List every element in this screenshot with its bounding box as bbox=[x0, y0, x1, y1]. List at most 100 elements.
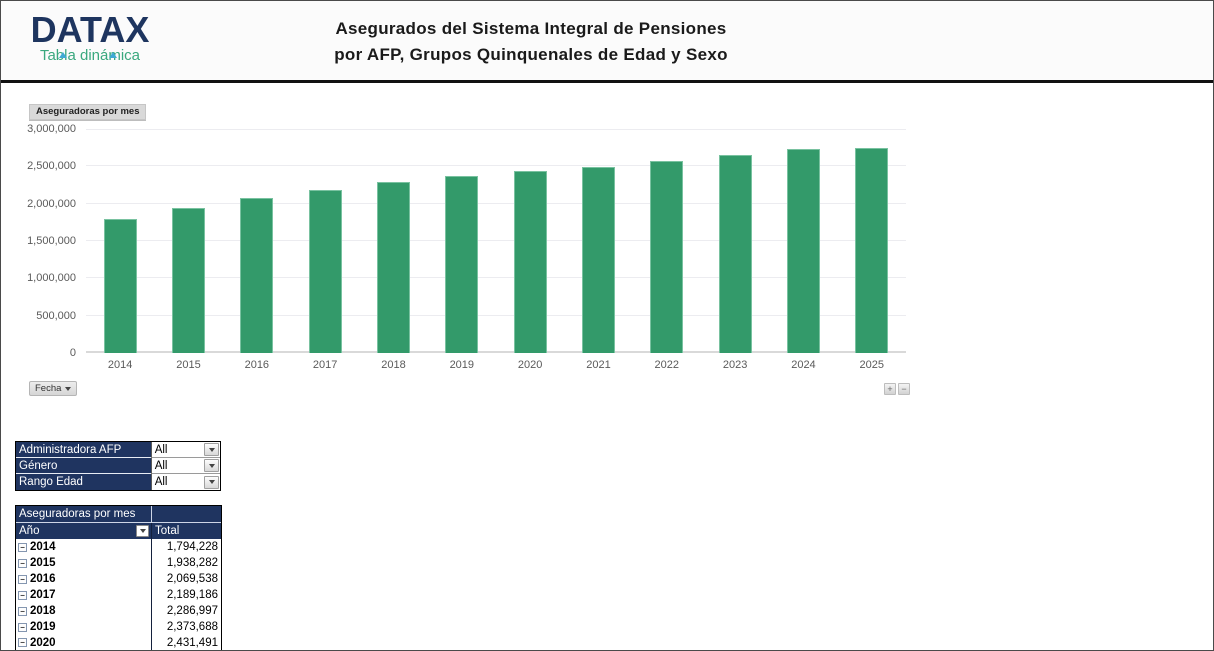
chart-bar-2018[interactable] bbox=[376, 182, 410, 353]
filter-dropdown-button[interactable] bbox=[204, 443, 219, 456]
bar-column: 2022 bbox=[633, 129, 701, 371]
year-cell[interactable]: 2017 bbox=[16, 587, 152, 603]
filter-selected-value: All bbox=[154, 476, 168, 488]
filter-value-cell[interactable]: All bbox=[150, 458, 220, 474]
chart-bar-2014[interactable] bbox=[103, 219, 137, 353]
dropdown-arrow-icon bbox=[139, 529, 146, 533]
y-axis-tick: 3,000,000 bbox=[27, 123, 76, 135]
logo-subtitle: Tabla dinámica bbox=[39, 47, 141, 64]
year-label: 2020 bbox=[30, 636, 56, 649]
y-axis-tick: 1,000,000 bbox=[27, 272, 76, 284]
bar-column: 2025 bbox=[838, 129, 906, 371]
bar-series: 2014 2015 2016 2017 2018 2019 bbox=[86, 129, 906, 371]
chart-bar-2016[interactable] bbox=[240, 198, 274, 353]
x-axis-label: 2023 bbox=[722, 359, 748, 371]
pivot-value-header: Total bbox=[155, 525, 180, 537]
y-axis-tick: 2,500,000 bbox=[27, 160, 76, 172]
total-cell[interactable]: 2,431,491 bbox=[166, 637, 218, 649]
collapse-field-button[interactable]: − bbox=[898, 383, 910, 395]
x-axis-label: 2025 bbox=[859, 359, 885, 371]
year-cell[interactable]: 2018 bbox=[16, 603, 152, 619]
chart-field-button[interactable]: Aseguradoras por mes bbox=[29, 104, 147, 120]
y-axis-tick: 0 bbox=[69, 347, 76, 359]
year-cell[interactable]: 2015 bbox=[16, 555, 152, 571]
year-label: 2016 bbox=[30, 573, 56, 585]
pivot-title: Aseguradoras por mes bbox=[16, 506, 152, 522]
chart-bar-2019[interactable] bbox=[445, 176, 479, 353]
gridline bbox=[86, 277, 906, 278]
logo-triangle-icon bbox=[109, 52, 117, 58]
y-axis-tick: 1,500,000 bbox=[27, 235, 76, 247]
filter-row: Género All bbox=[16, 458, 220, 474]
filter-row: Rango Edad All bbox=[16, 474, 220, 490]
chart-bar-2017[interactable] bbox=[308, 190, 342, 353]
x-axis-line bbox=[86, 351, 906, 353]
year-cell[interactable]: 2020 bbox=[16, 635, 152, 650]
collapse-minus-icon[interactable] bbox=[18, 590, 27, 600]
collapse-minus-icon[interactable] bbox=[18, 606, 27, 616]
total-cell[interactable]: 1,794,228 bbox=[166, 541, 218, 553]
total-cell[interactable]: 2,286,997 bbox=[166, 605, 218, 617]
chart-bar-2022[interactable] bbox=[650, 161, 684, 353]
filter-dropdown-button[interactable] bbox=[204, 475, 219, 489]
x-axis-label: 2014 bbox=[107, 359, 133, 371]
chart-bar-2015[interactable] bbox=[171, 208, 205, 353]
gridline bbox=[86, 165, 906, 166]
dropdown-arrow-icon bbox=[208, 463, 215, 468]
chart-bar-2025[interactable] bbox=[855, 148, 889, 353]
filter-row: Administradora AFP All bbox=[16, 442, 220, 458]
filter-dropdown-button[interactable] bbox=[204, 459, 219, 472]
filter-value-cell[interactable]: All bbox=[150, 474, 220, 490]
x-axis-label: 2021 bbox=[586, 359, 611, 371]
bar-column: 2024 bbox=[769, 129, 837, 371]
axis-field-button-fecha[interactable]: Fecha bbox=[29, 381, 78, 396]
chart-zoom-controls: + − bbox=[884, 383, 910, 395]
bar-column: 2017 bbox=[291, 129, 359, 371]
pivot-table: Aseguradoras por mes Año Total 2014 1,79… bbox=[15, 505, 222, 650]
year-cell[interactable]: 2016 bbox=[16, 571, 152, 587]
table-row: 2020 2,431,491 bbox=[16, 635, 221, 650]
year-cell[interactable]: 2014 bbox=[16, 539, 152, 555]
filter-value-cell[interactable]: All bbox=[150, 442, 220, 458]
chart-bar-2023[interactable] bbox=[718, 155, 752, 353]
collapse-minus-icon[interactable] bbox=[18, 558, 27, 568]
pivot-header-row: Año Total bbox=[16, 523, 221, 539]
expand-field-button[interactable]: + bbox=[884, 383, 896, 395]
year-label: 2017 bbox=[30, 589, 56, 601]
filter-label: Rango Edad bbox=[16, 474, 151, 490]
x-axis-label: 2016 bbox=[244, 359, 270, 371]
collapse-minus-icon[interactable] bbox=[18, 574, 27, 584]
chart-plot-area: 2014 2015 2016 2017 2018 2019 bbox=[86, 129, 906, 371]
total-cell[interactable]: 2,189,186 bbox=[166, 589, 218, 601]
chart-bar-2024[interactable] bbox=[786, 149, 820, 353]
chart-bar-2021[interactable] bbox=[581, 167, 615, 353]
dropdown-arrow-icon bbox=[208, 480, 215, 484]
gridline bbox=[86, 240, 906, 241]
logo-wordmark: DATAX bbox=[30, 9, 150, 50]
filter-label: Género bbox=[16, 458, 151, 474]
x-axis-label: 2024 bbox=[791, 359, 816, 371]
total-cell[interactable]: 2,069,538 bbox=[166, 573, 218, 585]
title-line-2: por AFP, Grupos Quinquenales de Edad y S… bbox=[334, 45, 728, 64]
page-title: Asegurados del Sistema Integral de Pensi… bbox=[231, 16, 831, 68]
x-axis-label: 2015 bbox=[176, 359, 201, 371]
bar-column: 2016 bbox=[223, 129, 291, 371]
gridline bbox=[86, 129, 906, 130]
logo-triangle-icon bbox=[59, 52, 67, 58]
total-cell[interactable]: 1,938,282 bbox=[166, 557, 218, 569]
total-cell[interactable]: 2,373,688 bbox=[166, 621, 218, 633]
table-row: 2019 2,373,688 bbox=[16, 619, 221, 635]
dropdown-arrow-icon bbox=[208, 447, 215, 452]
pivot-filter-dropdown-button[interactable] bbox=[136, 525, 149, 537]
collapse-minus-icon[interactable] bbox=[18, 638, 27, 647]
collapse-minus-icon[interactable] bbox=[18, 542, 27, 552]
collapse-minus-icon[interactable] bbox=[18, 622, 27, 632]
title-line-1: Asegurados del Sistema Integral de Pensi… bbox=[335, 19, 727, 38]
year-cell[interactable]: 2019 bbox=[16, 619, 152, 635]
table-row: 2015 1,938,282 bbox=[16, 555, 221, 571]
y-axis-tick: 500,000 bbox=[36, 310, 76, 322]
datax-logo: DATAX Tabla dinámica bbox=[25, 9, 155, 65]
chart-bar-2020[interactable] bbox=[513, 171, 547, 353]
table-row: 2016 2,069,538 bbox=[16, 571, 221, 587]
